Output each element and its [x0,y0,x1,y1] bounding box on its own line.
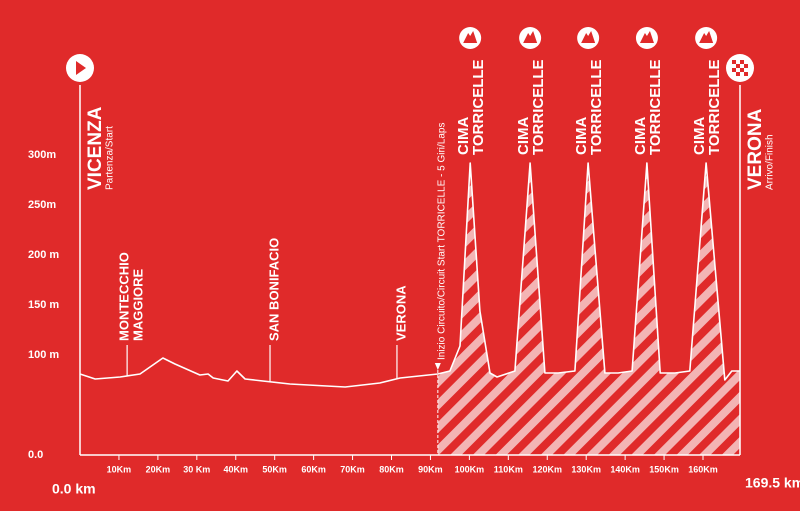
mountain [523,31,538,43]
vertical-label: TORRICELLE [647,59,664,155]
circuit-arrow [434,363,441,370]
vertical-label: VICENZA [85,106,106,190]
x-tick-label: 160Km [688,464,718,474]
x-tick-label: 50Km [262,464,287,474]
start-arrow [76,61,86,75]
vertical-label: CIMA [573,117,590,155]
checker [736,72,740,76]
vertical-label: Partenza/Start [105,126,116,190]
mountain [699,31,714,43]
checker [740,68,744,72]
x-tick-label: 80Km [379,464,404,474]
x-tick-label: 100Km [455,464,485,474]
mountain [463,31,478,43]
vertical-label: Arrivo/Finish [765,134,776,190]
x-tick-label: 140Km [610,464,640,474]
y-tick-label: 100 m [28,349,59,361]
x-tick-label: 60Km [301,464,326,474]
vertical-label: TORRICELLE [588,59,605,155]
y-tick-label: 250m [28,199,56,211]
checker [740,60,744,64]
circuit-area [437,163,740,455]
profile-line [79,162,740,388]
vertical-label: VERONA [745,108,766,190]
checker [744,64,748,68]
x-tick-label: 10Km [107,464,132,474]
x-tick-label: 90Km [418,464,443,474]
vertical-label: VERONA [393,285,408,341]
vertical-label: CIMA [691,117,708,155]
x-tick-label: 20Km [146,464,171,474]
start-km: 0.0 km [52,481,96,497]
vertical-label: Inizio Circuito/Circuit Start TORRICELLE… [436,123,447,360]
checker [732,60,736,64]
mountain [581,31,596,43]
y-tick-label: 200 m [28,249,59,261]
vertical-label: CIMA [455,117,472,155]
vertical-label: TORRICELLE [470,59,487,155]
x-tick-label: 130Km [571,464,601,474]
vertical-label: TORRICELLE [530,59,547,155]
mountain [639,31,654,43]
x-tick-label: 120Km [532,464,562,474]
vertical-label: MONTECCHIO [117,252,132,341]
x-tick-label: 70Km [340,464,365,474]
x-tick-label: 30 Km [183,464,210,474]
y-tick-label: 150 m [28,299,59,311]
vertical-label: CIMA [632,117,649,155]
vertical-label: MAGGIORE [131,268,146,341]
checker [744,72,748,76]
checker [732,68,736,72]
y-tick-label: 300m [28,149,56,161]
x-tick-label: 110Km [494,464,523,474]
checker [736,64,740,68]
x-tick-label: 40Km [223,464,248,474]
y-tick-label: 0.0 [28,449,43,461]
x-tick-label: 150Km [649,464,679,474]
vertical-label: TORRICELLE [706,59,723,155]
vertical-label: CIMA [515,117,532,155]
finish-km: 169.5 km [745,475,800,491]
vertical-label: SAN BONIFACIO [266,238,281,341]
